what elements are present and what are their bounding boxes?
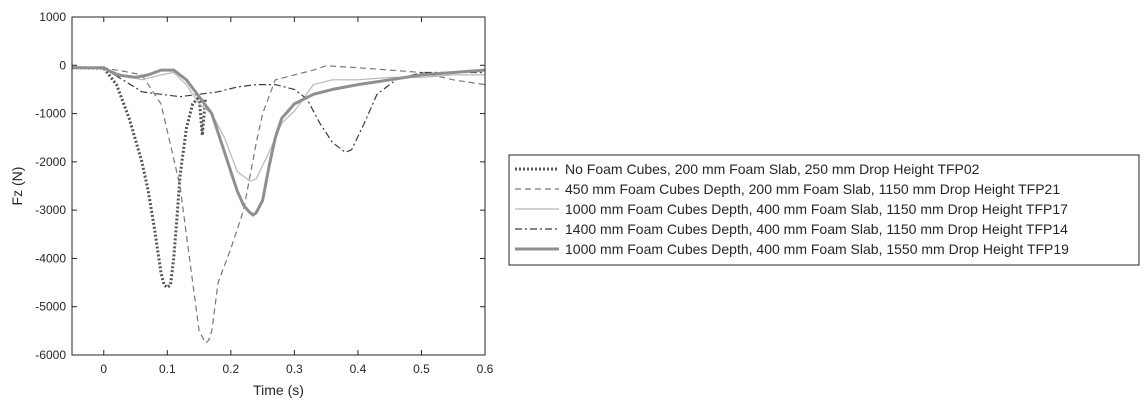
x-axis-title: Time (s) — [253, 382, 304, 398]
y-tick-label: 0 — [59, 58, 66, 72]
x-tick-label: 0 — [100, 362, 107, 376]
x-tick-label: 0.2 — [223, 362, 240, 376]
plot-background — [72, 17, 485, 355]
legend-entry: 1000 mm Foam Cubes Depth, 400 mm Foam Sl… — [565, 241, 1069, 257]
series-line-5 — [72, 66, 485, 217]
series-line-2 — [72, 65, 485, 344]
plot-border — [71, 16, 486, 356]
series-line-4 — [72, 67, 485, 153]
legend-entry: 1000 mm Foam Cubes Depth, 400 mm Foam Sl… — [565, 201, 1068, 217]
series-line-3 — [72, 67, 485, 182]
y-tick-label: -4000 — [35, 251, 66, 265]
legend-entry: 1400 mm Foam Cubes Depth, 400 mm Foam Sl… — [565, 221, 1068, 237]
legend-entry: 450 mm Foam Cubes Depth, 200 mm Foam Sla… — [565, 181, 1060, 197]
y-tick-label: -1000 — [35, 107, 66, 121]
y-tick-label: -3000 — [35, 203, 66, 217]
y-tick-label: -5000 — [35, 300, 66, 314]
y-tick-label: 1000 — [39, 10, 66, 24]
y-tick-label: -6000 — [35, 348, 66, 362]
y-tick-label: -2000 — [35, 155, 66, 169]
legend-entry: No Foam Cubes, 200 mm Foam Slab, 250 mm … — [565, 161, 980, 177]
y-axis-title: Fz (N) — [9, 167, 25, 206]
series-layer — [72, 65, 485, 344]
x-tick-label: 0.6 — [477, 362, 494, 376]
plot-area — [72, 17, 485, 355]
legend-box — [508, 154, 1140, 266]
axes: 0 0.1 0.2 0.3 0.4 0.5 0.6 1000 0 -1000 -2000 -3000 -… — [35, 10, 493, 376]
legend: No Foam Cubes, 200 mm Foam Slab, 250 mm … — [508, 154, 1140, 266]
x-tick-label: 0.3 — [286, 362, 303, 376]
x-tick-label: 0.5 — [413, 362, 430, 376]
x-tick-label: 0.4 — [350, 362, 367, 376]
x-tick-label: 0.1 — [159, 362, 176, 376]
series-line-1 — [72, 66, 207, 289]
